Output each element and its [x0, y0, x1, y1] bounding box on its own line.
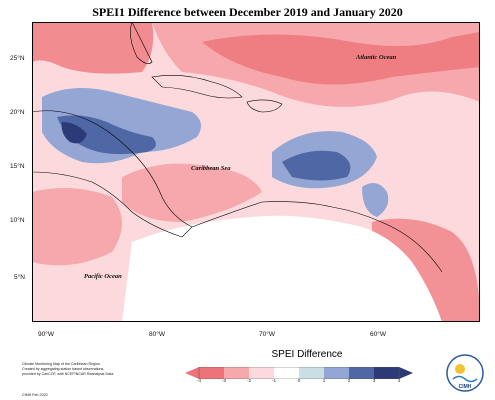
spei-map [32, 22, 480, 322]
anomaly-atlantic-negative-strong [202, 32, 480, 85]
legend-tick: 4 [397, 378, 401, 383]
ocean-label-pacific: Pacific Ocean [84, 273, 122, 280]
legend-swatch-3 [249, 367, 274, 379]
lat-label-20n: 20°N [10, 109, 25, 116]
legend-swatch-7 [349, 367, 374, 379]
legend-title: SPEI Difference [271, 349, 343, 360]
lat-label-25n: 25°N [10, 55, 25, 62]
legend-tick: 2 [347, 378, 351, 383]
ocean-label-atlantic: Atlantic Ocean [356, 54, 397, 61]
anomaly-central-america-strong [57, 115, 156, 155]
legend-tick: -2 [246, 378, 251, 383]
legend-tick: 1 [322, 378, 326, 383]
legend-tick: 3 [372, 378, 376, 383]
legend-tick: -4 [196, 378, 201, 383]
coast-central-america [32, 110, 193, 238]
coast-cuba [151, 75, 243, 99]
coast-south-america [191, 201, 443, 273]
lon-label-90w: 90°W [38, 331, 54, 338]
anomaly-caribbean-strong [282, 150, 351, 181]
lon-label-60w: 60°W [370, 331, 386, 338]
ocean-label-caribbean: Caribbean Sea [191, 165, 231, 172]
credit-line-3: provided by CariCOF, with NCEP/NCAR Rean… [22, 372, 115, 377]
coast-florida [130, 22, 153, 64]
lon-label-70w: 70°W [259, 331, 275, 338]
lat-label-15n: 15°N [10, 163, 25, 170]
anomaly-antilles-positive [362, 183, 389, 217]
legend-tick: -3 [221, 378, 226, 383]
legend-swatch-5 [299, 367, 324, 379]
legend-arrow-right [399, 367, 413, 379]
credit-date: CIMH Feb-2020 [22, 393, 48, 397]
anomaly-central-america-darkest [61, 122, 87, 144]
credit-line-1: Climate Monitoring Map of the Caribbean … [22, 362, 101, 366]
legend-outline [198, 367, 400, 379]
anomaly-gulf-negative [32, 22, 154, 74]
logo-text: CIMH [459, 384, 472, 390]
anomaly-pacific-negative [32, 188, 122, 266]
lat-label-10n: 10°N [10, 217, 25, 224]
lon-label-80w: 80°W [149, 331, 165, 338]
legend-tick: 0 [297, 378, 301, 383]
legend-colorbar [185, 367, 413, 379]
land-south-america [122, 215, 442, 322]
lat-label-5n: 5°N [14, 274, 25, 281]
credit-text: Climate Monitoring Map of the Caribbean … [22, 362, 172, 378]
anomaly-caribbean-negative [122, 163, 262, 222]
cimh-logo: CIMH [446, 354, 484, 392]
credit-line-2: Created by aggregating station based obs… [22, 367, 105, 372]
map-frame [32, 22, 480, 322]
map-title: SPEI1 Difference between December 2019 a… [92, 5, 403, 19]
legend-tick: -1 [271, 378, 276, 383]
legend-swatch-1 [199, 367, 224, 379]
legend-arrow-left [185, 367, 199, 379]
legend-swatch-2 [224, 367, 249, 379]
legend-swatch-6 [324, 367, 349, 379]
legend-swatch-4 [274, 367, 299, 379]
legend-swatch-8 [374, 367, 399, 379]
coast-hispaniola [246, 99, 283, 113]
